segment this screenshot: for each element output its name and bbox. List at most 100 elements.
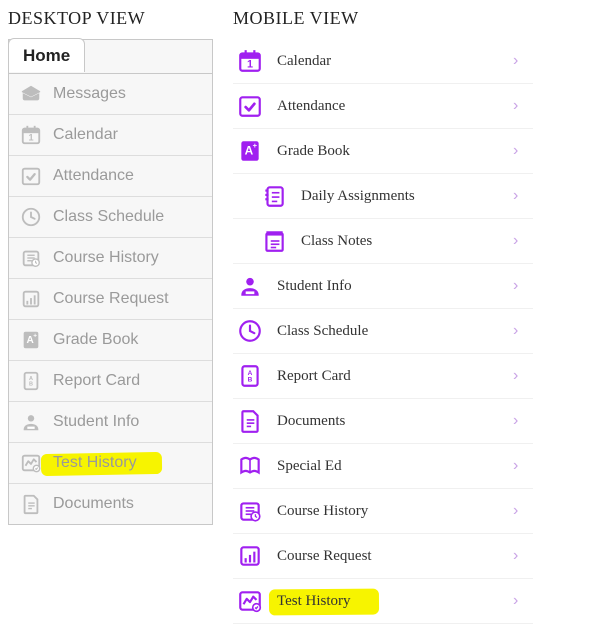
desktop-item-label: Attendance: [53, 167, 134, 185]
messages-icon: [19, 83, 43, 105]
mobile-item-label: Attendance: [277, 98, 501, 115]
report-card-icon: AB: [235, 362, 265, 390]
chevron-right-icon: ›: [513, 98, 527, 114]
mobile-item-special-ed[interactable]: Special Ed ›: [233, 444, 533, 489]
course-request-icon: [235, 542, 265, 570]
desktop-item-attendance[interactable]: Attendance: [9, 156, 212, 197]
desktop-item-messages[interactable]: Messages: [9, 74, 212, 115]
chevron-right-icon: ›: [513, 143, 527, 159]
mobile-item-test-history[interactable]: Test History ›: [233, 579, 533, 624]
test-history-icon: [235, 587, 265, 615]
desktop-item-documents[interactable]: Documents: [9, 484, 212, 524]
desktop-item-label: Grade Book: [53, 331, 138, 349]
desktop-item-label: Student Info: [53, 413, 139, 431]
mobile-item-student-info[interactable]: Student Info ›: [233, 264, 533, 309]
desktop-item-label: Course Request: [53, 290, 169, 308]
schedule-icon: [19, 206, 43, 228]
chevron-right-icon: ›: [513, 593, 527, 609]
mobile-item-report-card[interactable]: AB Report Card ›: [233, 354, 533, 399]
mobile-item-label: Report Card: [277, 368, 501, 385]
chevron-right-icon: ›: [513, 323, 527, 339]
desktop-item-label: Test History: [53, 454, 137, 472]
svg-text:1: 1: [28, 133, 33, 143]
desktop-item-label: Report Card: [53, 372, 140, 390]
mobile-heading: MOBILE VIEW: [233, 8, 533, 29]
mobile-item-label: Test History: [277, 593, 501, 610]
calendar-icon: 1: [19, 124, 43, 146]
course-history-icon: [235, 497, 265, 525]
mobile-item-label: Special Ed: [277, 458, 501, 475]
desktop-item-course-history[interactable]: Course History: [9, 238, 212, 279]
desktop-item-class-schedule[interactable]: Class Schedule: [9, 197, 212, 238]
svg-text:B: B: [29, 382, 33, 388]
documents-icon: [235, 407, 265, 435]
student-info-icon: [235, 272, 265, 300]
mobile-item-class-notes[interactable]: Class Notes ›: [233, 219, 533, 264]
special-ed-icon: [235, 452, 265, 480]
class-notes-icon: [259, 227, 289, 255]
home-tab[interactable]: Home: [8, 38, 85, 72]
chevron-right-icon: ›: [513, 503, 527, 519]
mobile-item-course-request[interactable]: Course Request ›: [233, 534, 533, 579]
mobile-item-calendar[interactable]: 1 Calendar ›: [233, 39, 533, 84]
chevron-right-icon: ›: [513, 53, 527, 69]
assignments-icon: [259, 182, 289, 210]
desktop-item-label: Class Schedule: [53, 208, 164, 226]
layout-columns: DESKTOP VIEW Home Messages 1 Calendar Atten…: [8, 8, 592, 624]
student-info-icon: [19, 411, 43, 433]
mobile-item-label: Calendar: [277, 53, 501, 70]
calendar-icon: 1: [235, 47, 265, 75]
desktop-item-label: Messages: [53, 85, 126, 103]
chevron-right-icon: ›: [513, 278, 527, 294]
report-card-icon: AB: [19, 370, 43, 392]
mobile-item-label: Student Info: [277, 278, 501, 295]
mobile-item-grade-book[interactable]: A+ Grade Book ›: [233, 129, 533, 174]
chevron-right-icon: ›: [513, 548, 527, 564]
chevron-right-icon: ›: [513, 458, 527, 474]
chevron-right-icon: ›: [513, 413, 527, 429]
svg-text:1: 1: [247, 59, 253, 71]
chevron-right-icon: ›: [513, 188, 527, 204]
mobile-column: MOBILE VIEW 1 Calendar › Attendance › A+ Grade…: [233, 8, 533, 624]
mobile-item-class-schedule[interactable]: Class Schedule ›: [233, 309, 533, 354]
desktop-nav-list: Messages 1 Calendar Attendance Class Schedul…: [9, 73, 212, 524]
svg-text:+: +: [253, 141, 258, 150]
schedule-icon: [235, 317, 265, 345]
desktop-item-label: Documents: [53, 495, 134, 513]
desktop-item-grade-book[interactable]: A+ Grade Book: [9, 320, 212, 361]
desktop-column: DESKTOP VIEW Home Messages 1 Calendar Atten…: [8, 8, 213, 525]
desktop-item-report-card[interactable]: AB Report Card: [9, 361, 212, 402]
mobile-item-attendance[interactable]: Attendance ›: [233, 84, 533, 129]
svg-text:+: +: [33, 332, 37, 339]
mobile-item-label: Documents: [277, 413, 501, 430]
desktop-item-calendar[interactable]: 1 Calendar: [9, 115, 212, 156]
course-request-icon: [19, 288, 43, 310]
test-history-icon: [19, 452, 43, 474]
mobile-item-label: Course Request: [277, 548, 501, 565]
mobile-item-label: Course History: [277, 503, 501, 520]
desktop-heading: DESKTOP VIEW: [8, 8, 213, 29]
attendance-icon: [235, 92, 265, 120]
desktop-item-label: Course History: [53, 249, 159, 267]
mobile-item-daily-assignments[interactable]: Daily Assignments ›: [233, 174, 533, 219]
mobile-item-course-history[interactable]: Course History ›: [233, 489, 533, 534]
grade-book-icon: A+: [235, 137, 265, 165]
attendance-icon: [19, 165, 43, 187]
desktop-item-label: Calendar: [53, 126, 118, 144]
desktop-item-test-history[interactable]: Test History: [9, 443, 212, 484]
documents-icon: [19, 493, 43, 515]
grade-book-icon: A+: [19, 329, 43, 351]
desktop-item-student-info[interactable]: Student Info: [9, 402, 212, 443]
svg-text:B: B: [248, 376, 253, 383]
mobile-item-label: Class Schedule: [277, 323, 501, 340]
chevron-right-icon: ›: [513, 233, 527, 249]
mobile-item-label: Daily Assignments: [301, 188, 501, 205]
desktop-panel: Home Messages 1 Calendar Attendance Class Sc…: [8, 39, 213, 525]
mobile-item-label: Class Notes: [301, 233, 501, 250]
chevron-right-icon: ›: [513, 368, 527, 384]
mobile-item-label: Grade Book: [277, 143, 501, 160]
course-history-icon: [19, 247, 43, 269]
mobile-nav-list: 1Calendar›Attendance›A+Grade Book›Daily …: [233, 39, 533, 624]
mobile-item-documents[interactable]: Documents ›: [233, 399, 533, 444]
desktop-item-course-request[interactable]: Course Request: [9, 279, 212, 320]
